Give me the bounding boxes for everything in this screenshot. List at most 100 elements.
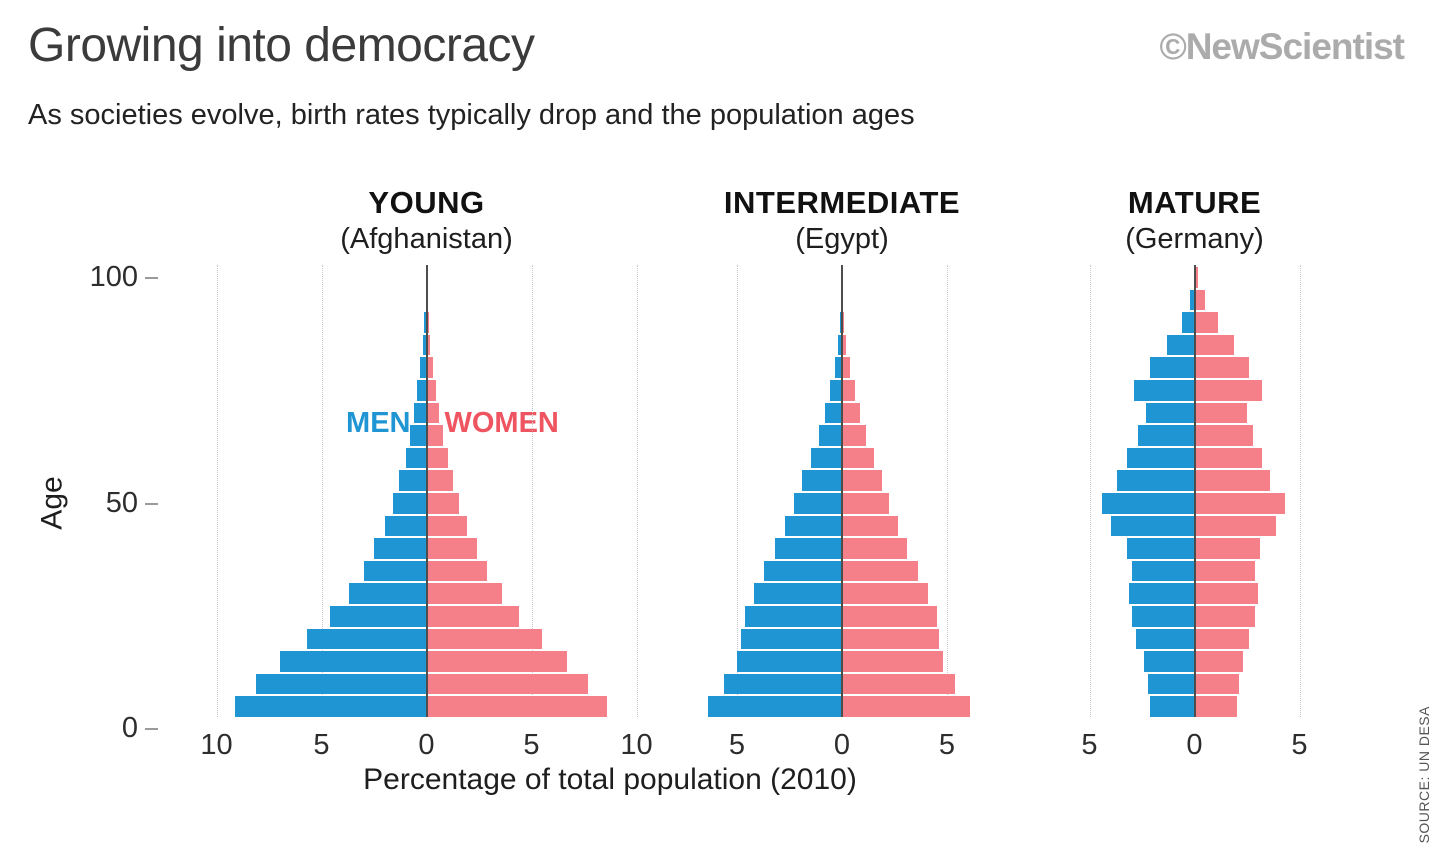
bar-women-50-54 xyxy=(842,470,882,491)
bar-women-40-44 xyxy=(842,515,898,537)
pyramid-plot xyxy=(1037,265,1352,717)
bar-men-0-4 xyxy=(1150,696,1195,717)
x-tick-label: 10 xyxy=(620,729,653,761)
bar-women-60-64 xyxy=(426,425,444,446)
bar-men-25-29 xyxy=(348,583,427,604)
center-axis-line xyxy=(425,265,428,717)
bar-women-40-44 xyxy=(426,515,468,537)
bar-women-10-14 xyxy=(426,651,568,672)
bar-women-20-24 xyxy=(426,606,519,627)
x-tick-label: 5 xyxy=(1291,729,1308,761)
y-tick-mark xyxy=(145,727,158,730)
x-ticks-row: 5 0 5 xyxy=(1037,725,1352,771)
bar-women-0-4 xyxy=(842,696,971,717)
bar-men-20-24 xyxy=(1131,606,1195,627)
bar-women-45-49 xyxy=(1194,493,1285,514)
bar-men-55-59 xyxy=(1127,447,1195,469)
bar-women-65-69 xyxy=(842,402,860,424)
bar-men-35-39 xyxy=(374,538,427,559)
header: Growing into democracy ©NewScientist As … xyxy=(28,18,1405,132)
bar-men-20-24 xyxy=(745,606,842,627)
bar-women-75-79 xyxy=(1194,357,1250,378)
bar-men-75-79 xyxy=(834,357,842,378)
pyramid-chart-young: YOUNG (Afghanistan) MEN WOMEN 10 5 0 5 10 xyxy=(200,185,652,771)
bar-men-35-39 xyxy=(1127,538,1195,559)
pyramid-chart-mature: MATURE (Germany) 5 0 5 xyxy=(1037,185,1352,771)
gridline xyxy=(531,265,533,717)
bar-women-0-4 xyxy=(426,696,608,717)
gridline xyxy=(216,265,218,717)
bar-women-65-69 xyxy=(1194,402,1247,424)
bar-women-5-9 xyxy=(426,673,589,695)
bar-women-25-29 xyxy=(1194,583,1258,604)
y-tick-label: 50 xyxy=(105,487,138,519)
bar-women-15-19 xyxy=(1194,628,1250,650)
x-axis-title: Percentage of total population (2010) xyxy=(363,763,857,796)
bar-women-70-74 xyxy=(842,380,855,401)
bar-men-85-89 xyxy=(1181,312,1195,333)
bar-men-45-49 xyxy=(392,493,427,514)
bar-women-55-59 xyxy=(1194,447,1262,469)
x-tick-label: 5 xyxy=(523,729,540,761)
gridline xyxy=(947,265,948,717)
bar-women-45-49 xyxy=(842,493,890,514)
bar-women-30-34 xyxy=(426,560,488,582)
bar-women-70-74 xyxy=(1194,380,1262,401)
chart-country: (Egypt) xyxy=(795,223,889,255)
bar-women-95-99 xyxy=(1194,267,1198,288)
y-axis-title: Age xyxy=(35,476,69,530)
y-tick-mark xyxy=(145,276,158,279)
center-axis-line xyxy=(841,265,843,717)
x-tick-label: 0 xyxy=(1186,729,1203,761)
x-tick-label: 10 xyxy=(200,729,233,761)
bar-men-45-49 xyxy=(1102,493,1195,514)
bar-men-5-9 xyxy=(1148,673,1195,695)
bar-women-55-59 xyxy=(426,447,448,469)
y-axis: Age 100 50 0 xyxy=(30,261,158,744)
bar-women-5-9 xyxy=(842,673,956,695)
bar-women-10-14 xyxy=(1194,651,1243,672)
bar-men-60-64 xyxy=(818,425,842,446)
bar-men-80-84 xyxy=(838,334,842,356)
bar-men-60-64 xyxy=(1137,425,1195,446)
bar-men-75-79 xyxy=(1150,357,1195,378)
bar-women-80-84 xyxy=(842,334,847,356)
pyramid-plot: MEN WOMEN xyxy=(206,265,647,717)
bar-men-30-34 xyxy=(363,560,427,582)
bar-women-80-84 xyxy=(426,334,431,356)
bar-men-15-19 xyxy=(741,628,842,650)
x-tick-label: 5 xyxy=(728,729,746,761)
bar-men-5-9 xyxy=(724,673,842,695)
gridline xyxy=(321,265,323,717)
bar-women-20-24 xyxy=(1194,606,1256,627)
y-tick-0: 0 xyxy=(122,712,158,745)
bar-women-65-69 xyxy=(426,402,440,424)
source-credit: SOURCE: UN DESA xyxy=(1416,705,1432,843)
bar-men-20-24 xyxy=(329,606,427,627)
x-tick-label: 5 xyxy=(313,729,330,761)
gridline xyxy=(737,265,738,717)
gridline xyxy=(1299,265,1301,717)
gridline xyxy=(636,265,638,717)
women-legend-label: WOMEN xyxy=(444,407,559,439)
bar-women-55-59 xyxy=(842,447,874,469)
bar-women-85-89 xyxy=(1194,312,1218,333)
bar-men-85-89 xyxy=(424,312,427,333)
y-tick-100: 100 xyxy=(90,261,158,294)
bar-women-15-19 xyxy=(426,628,542,650)
bar-women-35-39 xyxy=(426,538,477,559)
bar-men-50-54 xyxy=(802,470,842,491)
x-ticks-row: 5 0 5 xyxy=(695,725,989,771)
bar-women-15-19 xyxy=(842,628,939,650)
bar-women-60-64 xyxy=(842,425,867,446)
chart-country: (Germany) xyxy=(1125,223,1264,255)
bar-men-5-9 xyxy=(256,673,427,695)
bar-women-30-34 xyxy=(842,560,918,582)
bar-women-85-89 xyxy=(426,312,429,333)
bar-women-85-89 xyxy=(842,312,845,333)
newscientist-logo: ©NewScientist xyxy=(1159,26,1405,67)
bar-men-10-14 xyxy=(1144,651,1195,672)
bar-men-45-49 xyxy=(793,493,842,514)
bar-women-35-39 xyxy=(842,538,908,559)
bar-women-75-79 xyxy=(426,357,433,378)
